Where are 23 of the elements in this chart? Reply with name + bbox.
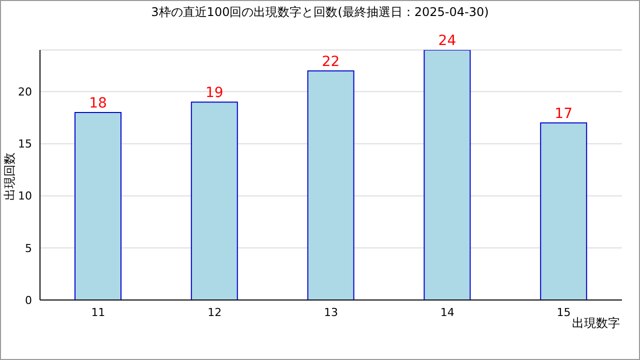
y-tick-label: 0 [25, 294, 32, 307]
bar [307, 70, 354, 300]
bar [190, 102, 238, 300]
y-tick-label: 20 [18, 86, 32, 99]
data-label: 19 [205, 85, 224, 102]
x-tick-label: 15 [556, 306, 571, 319]
x-tick-label: 12 [208, 306, 222, 319]
data-label: 22 [322, 54, 340, 70]
x-axis-title: 出現数字 [572, 315, 620, 332]
bar [424, 50, 471, 300]
y-tick-label: 15 [18, 138, 32, 151]
data-label: 24 [438, 33, 456, 49]
y-axis-title: 出現回数 [2, 152, 18, 202]
x-tick-label: 13 [324, 306, 338, 319]
chart-title: 3枠の直近100回の出現数字と回数(最終抽選日：2025-04-30) [150, 4, 490, 21]
y-tick-label: 10 [18, 190, 32, 203]
bar [74, 112, 122, 300]
bar [540, 122, 588, 300]
data-label: 18 [89, 96, 107, 112]
x-tick-label: 11 [91, 306, 106, 319]
data-label: 17 [554, 106, 573, 122]
x-tick-label: 14 [440, 306, 454, 319]
y-tick-label: 5 [25, 242, 32, 255]
